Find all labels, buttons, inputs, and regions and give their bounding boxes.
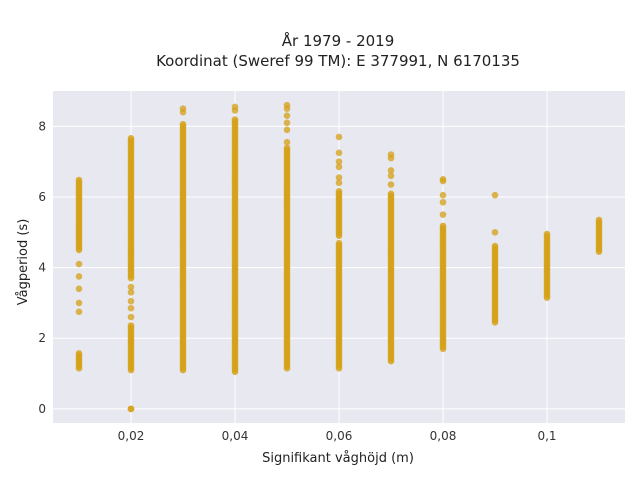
data-point — [335, 158, 343, 165]
data-point — [335, 179, 343, 187]
data-point — [75, 285, 83, 293]
data-point — [127, 135, 135, 142]
data-point — [335, 174, 343, 181]
data-point — [439, 191, 447, 199]
data-point — [491, 191, 499, 199]
data-point — [387, 151, 395, 158]
data-point — [75, 350, 83, 357]
data-point — [127, 289, 135, 296]
data-point — [439, 211, 447, 218]
data-points — [75, 101, 603, 413]
data-point — [335, 149, 343, 157]
data-point — [335, 239, 343, 247]
x-axis-ticks: 0,02 0,04 0,06 0,08 0,1 — [118, 429, 557, 443]
y-tick-label: 4 — [38, 261, 46, 275]
data-point — [283, 126, 291, 134]
data-point — [75, 273, 83, 280]
data-point — [75, 299, 83, 307]
y-tick-label: 6 — [38, 190, 46, 204]
data-point — [335, 163, 343, 171]
data-point — [439, 222, 447, 230]
y-tick-label: 8 — [38, 119, 46, 133]
x-tick-label: 0,04 — [222, 429, 249, 443]
y-tick-label: 2 — [38, 331, 46, 345]
data-point — [387, 181, 395, 188]
data-point — [387, 172, 395, 180]
data-point — [335, 188, 343, 195]
data-point — [75, 260, 83, 268]
data-point — [127, 322, 135, 329]
data-point — [387, 190, 395, 198]
data-point — [439, 198, 447, 206]
chart-title-line1: År 1979 - 2019 — [282, 31, 395, 50]
data-point — [283, 119, 291, 127]
data-point — [387, 167, 395, 174]
x-axis-label: Signifikant våghöjd (m) — [262, 451, 414, 466]
data-point — [127, 297, 135, 305]
data-point — [491, 242, 499, 250]
data-point — [75, 308, 83, 316]
data-point — [283, 138, 291, 146]
data-point — [283, 144, 291, 152]
data-point — [335, 133, 343, 141]
data-point — [75, 176, 83, 184]
data-point — [231, 103, 239, 111]
x-tick-label: 0,08 — [430, 429, 457, 443]
data-point — [127, 313, 135, 321]
data-point — [127, 304, 135, 312]
data-point — [439, 175, 447, 183]
data-point — [127, 283, 135, 291]
data-point — [179, 120, 187, 128]
x-tick-label: 0,06 — [326, 429, 353, 443]
x-tick-label: 0,1 — [537, 429, 556, 443]
y-axis-ticks: 0 2 4 6 8 — [38, 119, 46, 416]
data-point — [231, 116, 239, 123]
chart-title-line2: Koordinat (Sweref 99 TM): E 377991, N 61… — [156, 52, 520, 70]
data-point — [595, 216, 603, 224]
data-point — [283, 101, 291, 109]
data-point — [491, 228, 499, 236]
data-point — [283, 112, 291, 120]
y-axis-label: Vågperiod (s) — [16, 219, 31, 306]
data-point — [127, 405, 135, 413]
x-tick-label: 0,02 — [118, 429, 145, 443]
data-point — [179, 105, 187, 112]
data-point — [543, 230, 551, 238]
y-tick-label: 0 — [38, 402, 46, 416]
